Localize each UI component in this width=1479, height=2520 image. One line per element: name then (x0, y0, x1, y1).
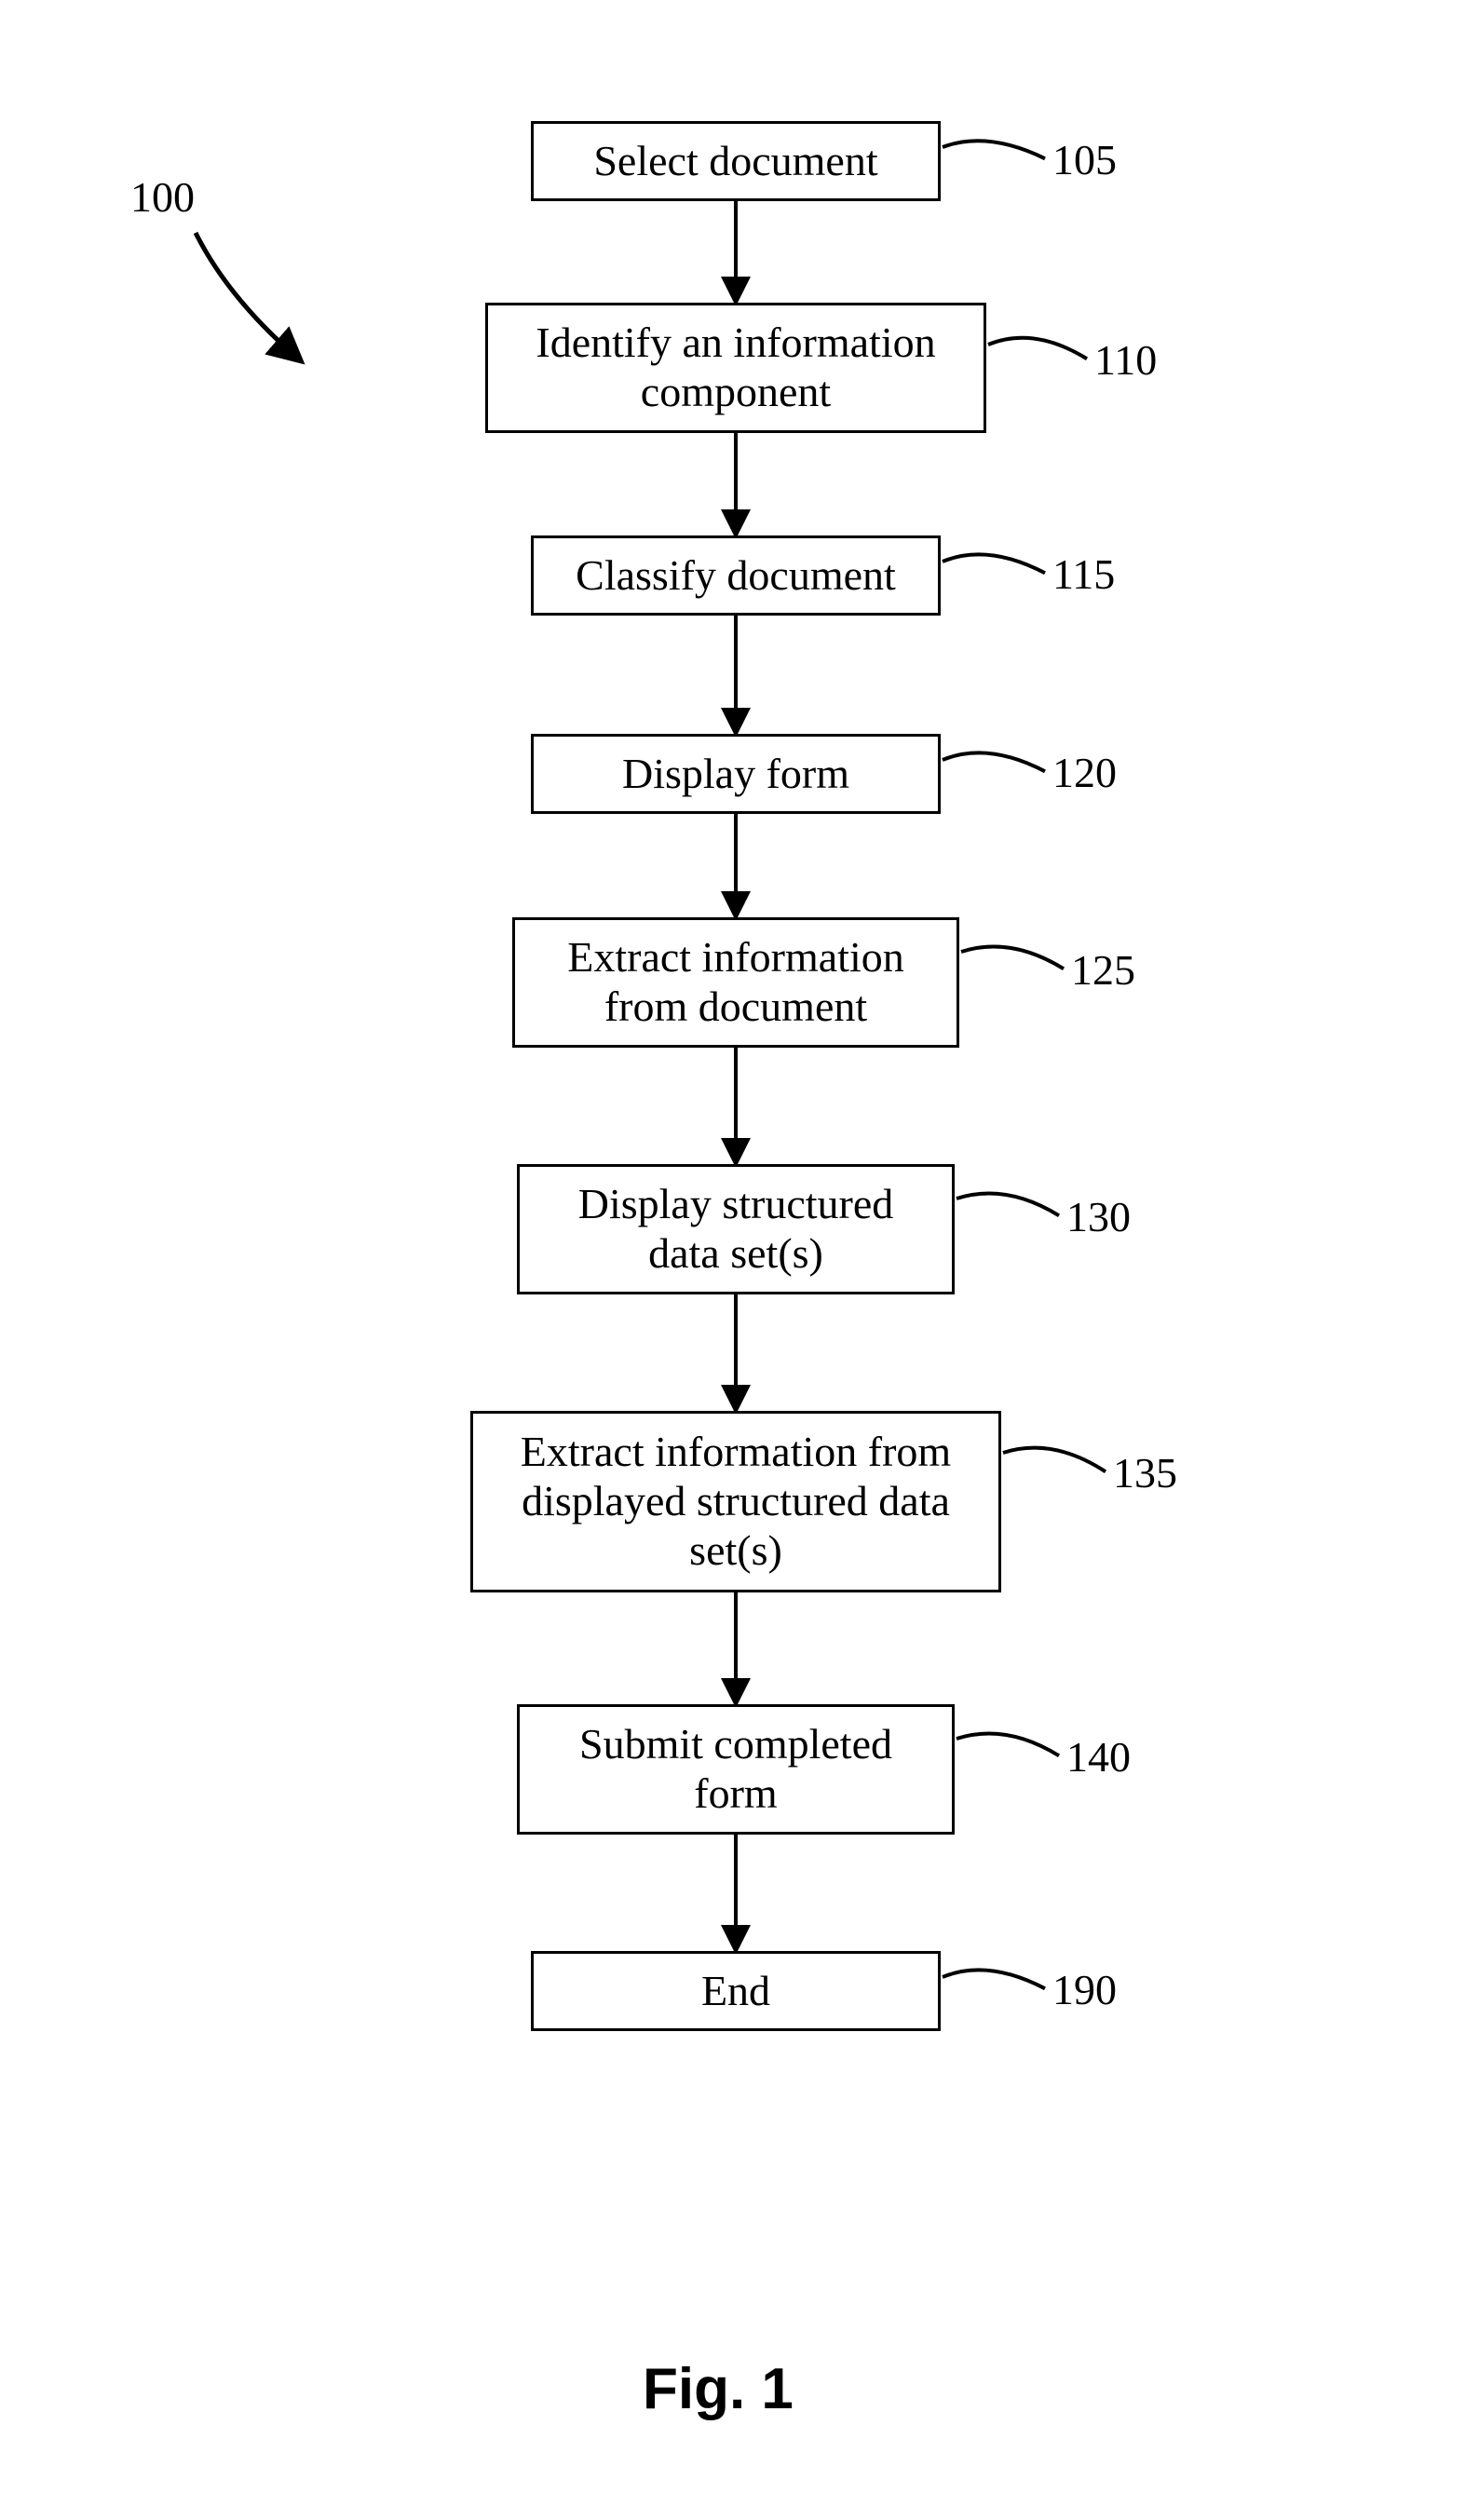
ref-label-130: 130 (1066, 1192, 1131, 1241)
ref-label-110: 110 (1094, 335, 1157, 385)
flow-node-text: Identify an informationcomponent (536, 318, 935, 417)
flow-node-135: Extract information fromdisplayed struct… (470, 1411, 1001, 1592)
flow-node-text: Extract informationfrom document (567, 933, 904, 1032)
flow-node-130: Display structureddata set(s) (517, 1164, 955, 1294)
flow-node-text: Extract information fromdisplayed struct… (521, 1428, 951, 1576)
flow-node-105: Select document (531, 121, 941, 201)
lead-line-110 (988, 338, 1087, 359)
lead-line-135 (1003, 1448, 1106, 1472)
ref-label-135: 135 (1113, 1448, 1177, 1497)
figure-caption: Fig. 1 (643, 2356, 794, 2422)
flowchart-page: Select document 105 Identify an informatio… (0, 0, 1479, 2520)
ref-label-125: 125 (1071, 945, 1135, 995)
lead-line-130 (957, 1193, 1059, 1215)
flow-node-text: Display structureddata set(s) (578, 1180, 894, 1279)
flow-node-190: End (531, 1951, 941, 2031)
lead-line-190 (943, 1970, 1045, 1988)
ref-label-105: 105 (1052, 135, 1117, 184)
flow-node-text: End (701, 1967, 770, 2016)
lead-line-125 (961, 946, 1064, 969)
flow-node-110: Identify an informationcomponent (485, 303, 986, 433)
flow-node-125: Extract informationfrom document (512, 917, 959, 1048)
flow-node-text: Display form (622, 750, 849, 799)
diagram-ref-arrow (196, 233, 298, 359)
ref-label-190: 190 (1052, 1965, 1117, 2014)
flow-node-115: Classify document (531, 535, 941, 616)
ref-label-115: 115 (1052, 549, 1115, 599)
ref-label-140: 140 (1066, 1732, 1131, 1782)
flow-node-text: Classify document (576, 551, 896, 601)
flow-node-text: Select document (593, 137, 877, 186)
lead-line-120 (943, 752, 1045, 771)
lead-line-105 (943, 141, 1045, 158)
lead-line-115 (943, 554, 1045, 573)
flow-node-140: Submit completedform (517, 1704, 955, 1835)
lead-line-140 (957, 1733, 1059, 1755)
flow-node-text: Submit completedform (579, 1720, 892, 1819)
diagram-ref-label: 100 (130, 172, 195, 222)
flow-node-120: Display form (531, 734, 941, 814)
ref-label-120: 120 (1052, 748, 1117, 797)
